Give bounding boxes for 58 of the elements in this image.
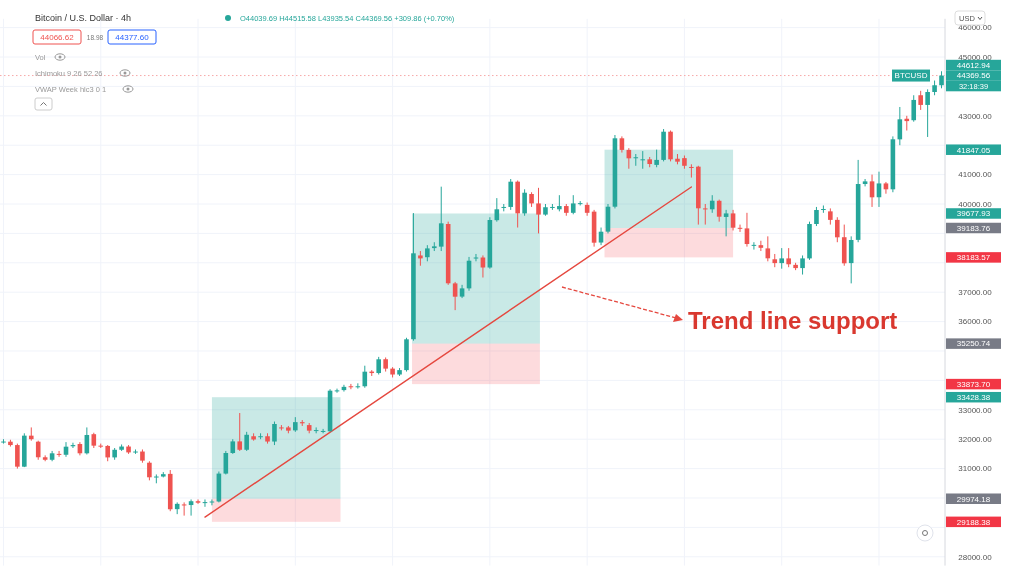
candlestick xyxy=(702,203,708,226)
annotation: 44377.60 xyxy=(115,33,150,42)
y-tick-label: 36000.00 xyxy=(958,317,993,327)
text: 29188.38 xyxy=(956,517,991,527)
candlestick xyxy=(723,209,729,237)
candlestick xyxy=(821,204,826,214)
candlestick xyxy=(362,365,368,389)
annotation: Trend line support xyxy=(688,307,898,334)
text: 39183.76 xyxy=(956,223,991,233)
candlestick xyxy=(779,247,785,270)
candlestick xyxy=(452,281,458,311)
y-tick-label: 31000.00 xyxy=(958,464,993,474)
candlestick xyxy=(195,498,201,505)
candlestick xyxy=(835,216,840,243)
candlestick xyxy=(918,90,923,111)
text: 35250.74 xyxy=(956,339,991,349)
text: 39677.93 xyxy=(956,209,991,219)
text: 38183.57 xyxy=(956,253,991,263)
candlestick xyxy=(237,412,243,452)
candlestick xyxy=(438,186,444,252)
candlestick xyxy=(133,448,138,455)
candlestick xyxy=(1,438,6,445)
candlestick xyxy=(925,88,930,138)
candlestick xyxy=(911,94,917,123)
y-tick-label: 45000.00 xyxy=(958,52,993,62)
ref-line-label: 44369.56 xyxy=(956,71,991,81)
candlestick xyxy=(633,153,639,167)
candlestick xyxy=(147,460,152,481)
text: 33428.38 xyxy=(956,393,991,402)
text: 41847.05 xyxy=(956,145,991,155)
y-tick-label: 46000.00 xyxy=(958,23,993,33)
text: 44612.94 xyxy=(956,60,991,70)
candlestick xyxy=(800,254,805,276)
candlestick xyxy=(689,163,694,179)
text: 29974.18 xyxy=(956,494,991,504)
y-tick-label: 40000.00 xyxy=(958,199,993,209)
candlestick xyxy=(15,443,20,470)
candlestick xyxy=(758,240,764,252)
y-tick-label: 33000.00 xyxy=(958,405,993,415)
candlestick xyxy=(272,421,277,446)
candlestick xyxy=(862,178,868,187)
y-tick-label: 37000.00 xyxy=(958,288,993,297)
y-tick-label: 32000.00 xyxy=(958,434,993,444)
annotation: 44066.62 xyxy=(40,33,75,42)
candlestick xyxy=(640,150,646,170)
candlestick xyxy=(730,209,736,231)
candlestick xyxy=(536,187,541,234)
text: 33873.70 xyxy=(956,379,991,389)
chart-title: Bitcoin / U.S. Dollar · 4h xyxy=(35,13,132,23)
candlestick xyxy=(814,206,819,227)
candlestick xyxy=(522,188,527,217)
y-tick-label: 41000.00 xyxy=(958,170,993,180)
y-tick-label: 43000.00 xyxy=(958,111,993,121)
candlestick xyxy=(570,194,576,215)
candlestick xyxy=(786,247,791,268)
y-tick-label: 28000.00 xyxy=(958,552,993,562)
candlestick xyxy=(244,431,249,452)
candlestick xyxy=(35,440,41,461)
